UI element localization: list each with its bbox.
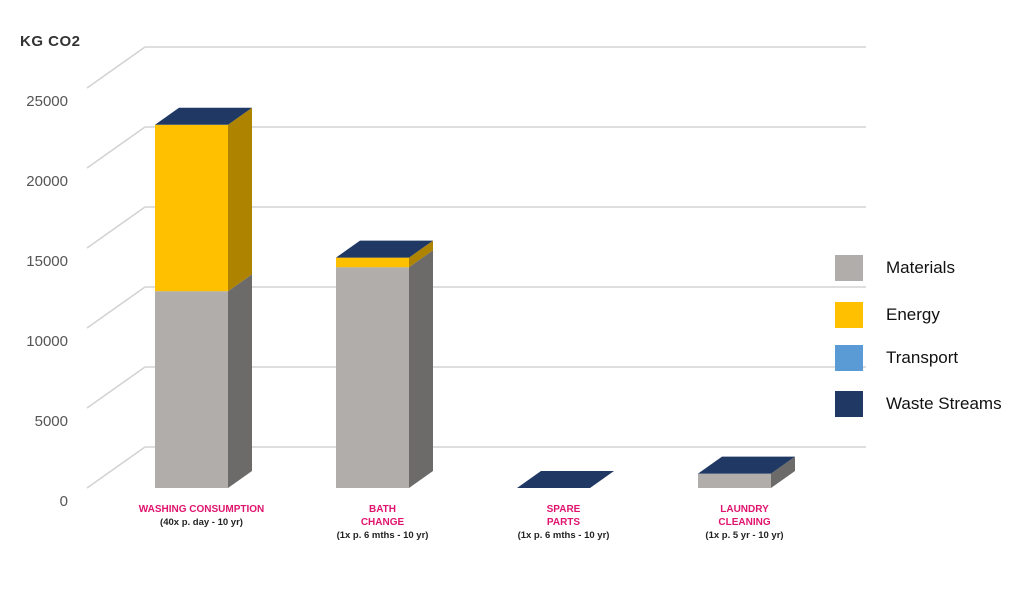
bar-segment-front (155, 124, 228, 292)
y-tick-label: 0 (60, 493, 68, 510)
gridlines (86, 46, 866, 489)
category-label: SPARE (547, 504, 581, 515)
category-label: WASHING CONSUMPTION (139, 504, 265, 515)
gridline-side (86, 366, 146, 409)
bar-segment-front (698, 473, 771, 488)
bar-top-cap (698, 456, 795, 474)
legend-swatch (835, 391, 863, 417)
gridline-side (86, 126, 146, 169)
legend-label: Materials (886, 258, 955, 277)
bar-segment-side (771, 456, 795, 488)
y-tick-label: 20000 (26, 173, 68, 190)
legend-swatch (835, 255, 863, 281)
bar-top-cap (336, 240, 433, 258)
gridline-side (86, 46, 146, 89)
category-label: CLEANING (718, 517, 770, 528)
bar-segment-front (336, 267, 409, 488)
category-sublabel: (1x p. 6 mths - 10 yr) (518, 530, 610, 541)
bars (155, 107, 795, 488)
gridline-side (86, 286, 146, 329)
category-label: LAUNDRY (720, 504, 769, 515)
bar-segment-side (409, 250, 433, 488)
legend: Materials Energy Transport Waste Streams (835, 255, 1002, 417)
legend-label: Transport (886, 348, 958, 367)
category-label: PARTS (547, 517, 580, 528)
bar-segment-side (409, 240, 433, 268)
y-axis-title: KG CO2 (20, 33, 81, 50)
y-axis: KG CO2 0 5000 10000 15000 20000 25000 (20, 33, 81, 510)
bar-segment-front (336, 257, 409, 268)
y-tick-label: 5000 (35, 413, 68, 430)
category-labels: WASHING CONSUMPTION (40x p. day - 10 yr) B… (139, 504, 784, 541)
y-tick-label: 25000 (26, 93, 68, 110)
bar-top-cap (517, 471, 614, 488)
gridline-side (86, 206, 146, 249)
category-sublabel: (1x p. 5 yr - 10 yr) (705, 530, 783, 541)
category-label: CHANGE (361, 517, 405, 528)
y-tick-label: 10000 (26, 333, 68, 350)
legend-swatch (835, 302, 863, 328)
bar-segment-side (228, 107, 252, 292)
category-sublabel: (40x p. day - 10 yr) (160, 517, 243, 528)
category-sublabel: (1x p. 6 mths - 10 yr) (337, 530, 429, 541)
bar-segment-front (155, 291, 228, 488)
bar-segment-side (228, 274, 252, 488)
gridline-side (86, 446, 146, 489)
legend-label: Energy (886, 305, 940, 324)
legend-label: Waste Streams (886, 394, 1002, 413)
bar-top-cap (155, 107, 252, 125)
y-tick-label: 15000 (26, 253, 68, 270)
category-label: BATH (369, 504, 396, 515)
legend-swatch (835, 345, 863, 371)
